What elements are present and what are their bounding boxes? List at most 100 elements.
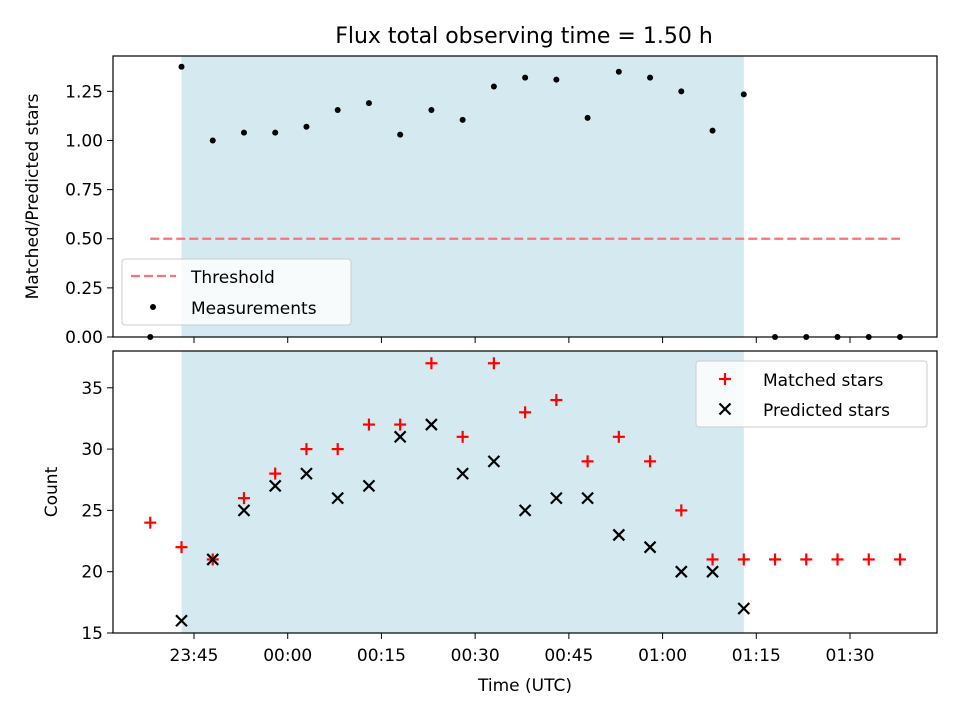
x-tick-label: 01:30	[826, 646, 875, 666]
cross-b	[456, 467, 469, 480]
measurement-point	[428, 107, 435, 114]
cross-b	[362, 479, 376, 493]
predicted-star-point	[518, 504, 532, 517]
top-panel: Flux total observing time = 1.50 h 0.000…	[23, 24, 938, 348]
matched-star-point	[362, 418, 375, 431]
predicted-star-point	[362, 479, 376, 493]
measurement-point	[647, 74, 654, 81]
cross-b	[643, 540, 657, 554]
measurement-point	[709, 127, 716, 134]
x-tick-label: 00:15	[357, 646, 406, 666]
cross-b	[612, 528, 626, 542]
matched-star-point	[769, 553, 782, 566]
cross-b	[300, 467, 313, 480]
predicted-star-point	[550, 491, 563, 505]
matched-star-point	[456, 430, 469, 443]
measurement-point	[303, 123, 310, 130]
cross-b	[550, 491, 563, 505]
matched-star-point	[581, 455, 594, 468]
y-tick-label: 1.00	[65, 131, 103, 151]
bottom-panel: 15 20 25 30 35 23:45 00:00 00:15 00:30 00:45 01:0…	[42, 350, 938, 696]
predicted-star-point	[643, 540, 657, 554]
matched-star-point	[425, 357, 438, 370]
predicted-star-point	[487, 455, 501, 468]
predicted-star-point	[331, 491, 344, 505]
matched-star-point	[487, 357, 500, 370]
y-tick-label: 35	[81, 379, 103, 399]
measurement-point	[397, 131, 404, 138]
cross-b	[718, 402, 732, 416]
x-tick-label: 00:30	[451, 646, 500, 666]
matched-star-point	[300, 443, 313, 456]
cross-b	[393, 430, 407, 444]
bottom-y-axis-label: Count	[42, 466, 62, 517]
y-tick-label: 25	[81, 501, 103, 521]
measurement-point	[678, 88, 685, 95]
y-tick-label: 0.25	[65, 279, 103, 299]
x-tick-label: 01:00	[638, 646, 687, 666]
cross-b	[706, 565, 719, 578]
measurement-point	[615, 68, 622, 75]
matched-star-point	[831, 553, 844, 566]
chart-title: Flux total observing time = 1.50 h	[335, 24, 713, 49]
matched-star-point	[394, 418, 407, 431]
legend-cross-marker	[718, 402, 732, 416]
predicted-star-point	[612, 528, 626, 542]
legend-plus-marker	[719, 373, 731, 385]
x-tick-label: 00:00	[263, 646, 312, 666]
cross-b	[487, 455, 501, 468]
bottom-legend-box	[695, 360, 928, 428]
matched-star-point	[800, 553, 813, 566]
matched-star-point	[612, 430, 625, 443]
measurement-point	[490, 83, 497, 90]
measurement-point	[334, 107, 341, 114]
matched-star-point	[862, 553, 875, 566]
legend-matched-label: Matched stars	[763, 371, 883, 391]
y-tick-label: 20	[81, 563, 103, 583]
bottom-x-ticks: 23:45 00:00 00:15 00:30 00:45 01:00 01:15 01:30	[170, 633, 875, 666]
matched-star-point	[550, 394, 563, 407]
cross-b	[581, 491, 594, 505]
top-x-ticks	[193, 337, 851, 343]
cross-b	[206, 553, 220, 566]
bottom-y-ticks: 15 20 25 30 35	[81, 379, 113, 644]
matched-star-point	[175, 541, 188, 554]
matched-star-points	[144, 357, 906, 566]
measurement-point	[459, 116, 466, 123]
predicted-star-point	[175, 614, 188, 628]
measurement-point	[553, 76, 560, 83]
predicted-star-point	[581, 491, 594, 505]
y-tick-label: 0.75	[65, 181, 103, 201]
x-axis-label: Time (UTC)	[477, 676, 572, 696]
cross-b	[268, 479, 282, 493]
y-tick-label: 30	[81, 440, 103, 460]
measurement-point	[178, 63, 185, 70]
matched-star-point	[644, 455, 657, 468]
matched-star-point	[675, 504, 688, 517]
cross-b	[425, 418, 438, 431]
predicted-star-point	[675, 565, 688, 578]
y-tick-label: 0.50	[65, 230, 103, 250]
matched-star-point	[893, 553, 906, 566]
predicted-star-point	[425, 418, 438, 431]
y-tick-label: 15	[81, 624, 103, 644]
legend-measurements-label: Measurements	[191, 299, 317, 319]
matched-star-point	[706, 553, 719, 566]
legend-threshold-label: Threshold	[190, 268, 275, 288]
top-y-ticks: 0.00 0.25 0.50 0.75 1.00 1.25	[65, 82, 113, 348]
predicted-star-point	[456, 467, 469, 480]
y-tick-label: 1.25	[65, 82, 103, 102]
cross-b	[737, 602, 751, 615]
legend-matched-swatch	[719, 373, 731, 385]
bottom-legend: Matched stars Predicted stars	[695, 360, 928, 428]
legend-predicted-label: Predicted stars	[763, 401, 890, 421]
cross-b	[331, 491, 344, 505]
bottom-axes-frame	[112, 350, 938, 634]
matched-star-point	[237, 492, 250, 505]
predicted-star-point	[393, 430, 407, 444]
x-tick-label: 23:45	[170, 646, 219, 666]
observing-span-shading	[181, 351, 744, 633]
top-y-axis-label: Matched/Predicted stars	[23, 93, 43, 299]
measurement-point	[522, 74, 529, 81]
